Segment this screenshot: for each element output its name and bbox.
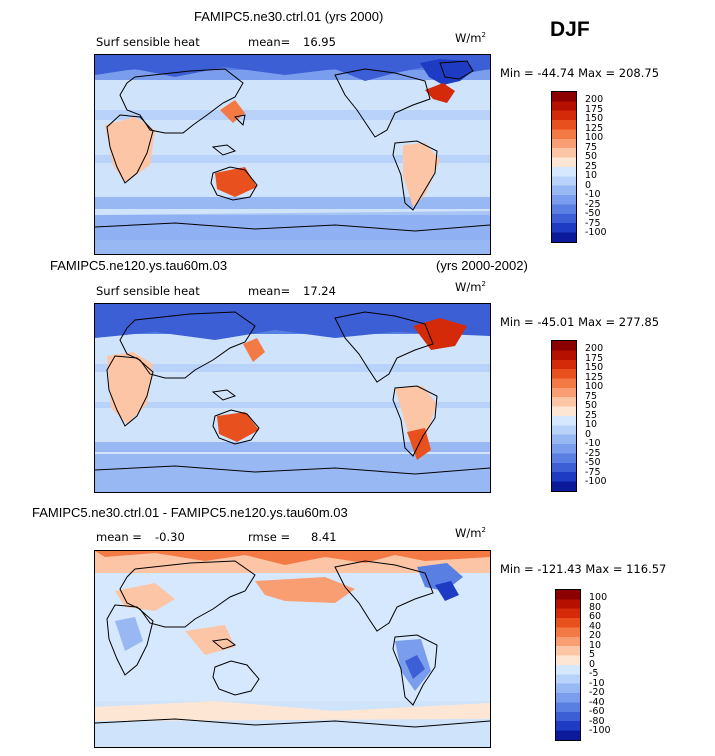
- cbar-tick: 50: [585, 151, 598, 162]
- cbar-tick: 125: [585, 123, 604, 134]
- cbar-tick: -80: [589, 716, 605, 727]
- cbar-tick: -10: [585, 189, 601, 200]
- cbar-tick: -10: [585, 438, 601, 449]
- cbar-tick: 200: [585, 343, 604, 354]
- panel3-colorbar-box: [555, 589, 581, 741]
- panel1-title: FAMIPC5.ne30.ctrl.01 (yrs 2000): [194, 9, 384, 24]
- cbar-tick: 20: [589, 630, 602, 641]
- panel3-mean-value: -0.30: [155, 530, 185, 544]
- panel3-rmse-label: rmse =: [248, 530, 291, 544]
- cbar-tick: -100: [589, 725, 611, 736]
- cbar-tick: -60: [589, 706, 605, 717]
- season-label: DJF: [550, 18, 590, 41]
- panel1-variable: Surf sensible heat: [96, 35, 200, 49]
- cbar-tick: 100: [589, 592, 608, 603]
- cbar-tick: 200: [585, 94, 604, 105]
- cbar-tick: -40: [589, 697, 605, 708]
- panel3-units: W/m2: [455, 526, 486, 540]
- cbar-tick: -100: [585, 227, 607, 238]
- cbar-tick: 0: [589, 659, 596, 670]
- cbar-tick: 75: [585, 142, 598, 153]
- panel2-units: W/m2: [455, 280, 486, 294]
- cbar-tick: 175: [585, 104, 604, 115]
- cbar-tick: 100: [585, 132, 604, 143]
- panel2-variable: Surf sensible heat: [96, 284, 200, 298]
- cbar-tick: 125: [585, 372, 604, 383]
- cbar-tick: 60: [589, 611, 602, 622]
- cbar-tick: -20: [589, 687, 605, 698]
- panel1-units: W/m2: [455, 31, 486, 45]
- panel2-map: [94, 303, 491, 493]
- cbar-tick: 50: [585, 400, 598, 411]
- cbar-tick: -75: [585, 218, 601, 229]
- cbar-tick: 10: [585, 419, 598, 430]
- cbar-tick: 5: [589, 649, 596, 660]
- cbar-tick: 0: [585, 180, 592, 191]
- panel2-min-max: Min = -45.01 Max = 277.85: [500, 315, 660, 329]
- panel1-mean-value: 16.95: [303, 35, 336, 49]
- panel2-title: FAMIPC5.ne120.ys.tau60m.03: [50, 258, 228, 273]
- panel3-min-max: Min = -121.43 Max = 116.57: [500, 562, 667, 576]
- panel2-years: (yrs 2000-2002): [436, 258, 528, 273]
- cbar-tick: -100: [585, 476, 607, 487]
- panel3-map: [94, 550, 491, 748]
- panel1-map: [94, 54, 491, 255]
- cbar-tick: 150: [585, 362, 604, 373]
- cbar-tick: 10: [589, 640, 602, 651]
- cbar-tick: 175: [585, 353, 604, 364]
- cbar-tick: 40: [589, 621, 602, 632]
- panel3-title: FAMIPC5.ne30.ctrl.01 - FAMIPC5.ne120.ys.…: [32, 505, 348, 520]
- cbar-tick: -50: [585, 208, 601, 219]
- panel2-colorbar-box: [551, 340, 577, 492]
- panel3-mean-label: mean =: [96, 530, 142, 544]
- cbar-tick: -10: [589, 678, 605, 689]
- panel1-mean-label: mean=: [248, 35, 291, 49]
- cbar-tick: -5: [589, 668, 599, 679]
- cbar-tick: -25: [585, 448, 601, 459]
- panel1-colorbar-box: [551, 91, 577, 243]
- panel2-mean-value: 17.24: [303, 284, 336, 298]
- cbar-tick: 0: [585, 429, 592, 440]
- cbar-tick: 25: [585, 161, 598, 172]
- cbar-tick: -50: [585, 457, 601, 468]
- cbar-tick: -25: [585, 199, 601, 210]
- cbar-tick: 150: [585, 113, 604, 124]
- cbar-tick: 75: [585, 391, 598, 402]
- cbar-tick: 100: [585, 381, 604, 392]
- cbar-tick: 10: [585, 170, 598, 181]
- panel3-rmse-value: 8.41: [311, 530, 337, 544]
- cbar-tick: -75: [585, 467, 601, 478]
- panel1-min-max: Min = -44.74 Max = 208.75: [500, 66, 660, 80]
- cbar-tick: 80: [589, 602, 602, 613]
- cbar-tick: 25: [585, 410, 598, 421]
- panel2-mean-label: mean=: [248, 284, 291, 298]
